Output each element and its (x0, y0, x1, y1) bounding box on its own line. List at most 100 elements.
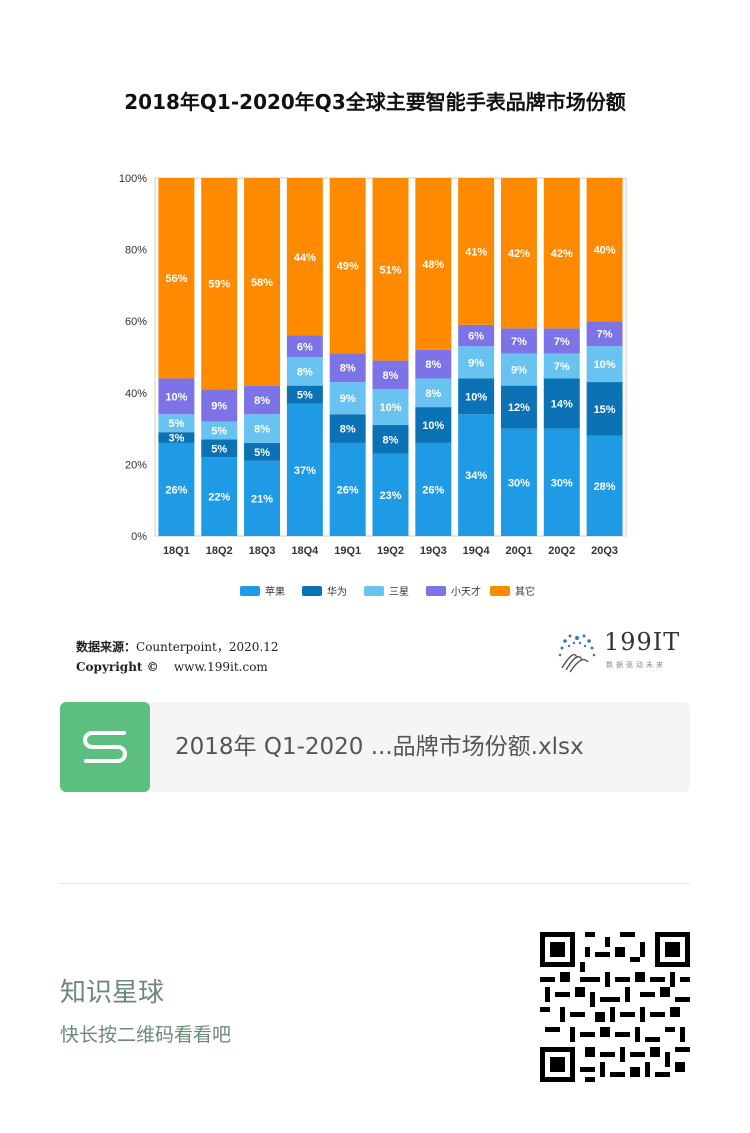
x-category-label: 18Q2 (206, 545, 233, 557)
data-label: 7% (597, 329, 613, 341)
bar-segment (500, 178, 537, 329)
data-label: 5% (211, 425, 227, 437)
bar-segment (458, 378, 495, 415)
data-label: 10% (165, 391, 187, 403)
data-label: 8% (297, 366, 313, 378)
data-label: 51% (379, 264, 401, 276)
spreadsheet-s-icon (60, 702, 150, 792)
data-label: 34% (465, 470, 487, 482)
bar-segment (372, 453, 409, 536)
x-category-label: 18Q1 (163, 545, 190, 557)
data-label: 26% (422, 484, 444, 496)
data-label: 3% (168, 433, 184, 445)
bar-segment (372, 360, 409, 390)
bar-segment (500, 328, 537, 354)
source-text: Counterpoint，2020.12 (136, 640, 279, 654)
data-label: 37% (294, 465, 316, 477)
bar-segment (201, 439, 238, 458)
data-label: 7% (554, 336, 570, 348)
bar-segment (244, 178, 281, 386)
data-label: 58% (251, 277, 273, 289)
bar-segment (500, 353, 537, 386)
legend-swatch (240, 586, 260, 596)
bar-segment (158, 432, 195, 443)
bar-segment (415, 407, 452, 443)
bar-segment (372, 389, 409, 426)
bar-segment (244, 414, 281, 443)
x-category-label: 18Q4 (291, 545, 319, 557)
bar-segment (286, 403, 323, 536)
y-tick-label: 80% (125, 245, 147, 257)
source-site: www.199it.com (173, 660, 268, 674)
bar-segment (500, 428, 537, 536)
bar-segment (286, 335, 323, 357)
bar-segment (458, 414, 495, 536)
data-label: 12% (508, 402, 530, 414)
legend-label: 小天才 (451, 585, 481, 598)
data-label: 6% (468, 331, 484, 343)
data-label: 9% (211, 400, 227, 412)
data-label: 30% (508, 477, 530, 489)
data-label: 8% (254, 424, 270, 436)
bar-segment (158, 378, 195, 415)
file-attachment-card[interactable]: 2018年 Q1-2020 ...品牌市场份额.xlsx (60, 702, 690, 792)
legend-label: 华为 (327, 585, 347, 598)
data-label: 9% (340, 393, 356, 405)
bar-segment (543, 378, 580, 429)
copyright-label: Copyright © (76, 660, 159, 674)
chart-title: 2018年Q1-2020年Q3全球主要智能手表品牌市场份额 (124, 90, 626, 114)
footer-title: 知识星球 (60, 978, 165, 1008)
x-category-label: 20Q3 (591, 545, 618, 557)
data-label: 44% (294, 252, 316, 264)
data-label: 9% (468, 357, 484, 369)
chart-bars: 26% 3% 5% 10% 56% 22% 5% 5% 9% 59% 21% 5% 8% 8% 58% 37%… (158, 178, 623, 536)
bar-segment (329, 382, 366, 415)
data-label: 6% (297, 341, 313, 353)
bar-segment (201, 457, 238, 536)
legend-label: 苹果 (265, 585, 285, 598)
x-category-label: 20Q2 (548, 545, 575, 557)
bar-segment (201, 178, 238, 390)
data-label: 26% (337, 484, 359, 496)
bar-segment (372, 178, 409, 361)
bar-segment (458, 324, 495, 347)
stacked-bar-chart: 26% 3% 5% 10% 56% 22% 5% 5% 9% 59% 21% 5% 8% 8% 58% 37%… (119, 173, 627, 598)
logo-text: 199IT (604, 628, 681, 656)
source-note: 数据来源：Counterpoint，2020.12 Copyright © ww… (76, 637, 278, 677)
logo-199it: 199IT 数据驱动未来 (554, 628, 694, 674)
data-label: 15% (594, 404, 616, 416)
bar-segment (158, 178, 195, 379)
y-tick-label: 60% (125, 316, 147, 328)
legend-label: 其它 (515, 585, 535, 598)
bar-segment (158, 414, 195, 433)
divider (60, 883, 690, 884)
data-label: 41% (465, 246, 487, 258)
data-label: 56% (165, 273, 187, 285)
data-label: 28% (594, 481, 616, 493)
legend-label: 三星 (389, 586, 409, 598)
data-label: 5% (168, 418, 184, 430)
data-label: 8% (425, 359, 441, 371)
bar-segment (415, 442, 452, 536)
data-label: 30% (551, 477, 573, 489)
bar-segment (286, 385, 323, 404)
y-tick-label: 100% (119, 173, 147, 185)
data-label: 7% (511, 336, 527, 348)
bar-segment (329, 442, 366, 536)
bar-segment (201, 421, 238, 440)
qr-code-icon[interactable] (540, 932, 690, 1082)
bar-segment (586, 346, 623, 383)
bar-segment (415, 178, 452, 350)
data-label: 9% (511, 365, 527, 377)
bar-segment (586, 435, 623, 536)
x-category-label: 19Q3 (420, 545, 447, 557)
x-category-label: 19Q1 (334, 545, 361, 557)
data-label: 5% (254, 447, 270, 459)
legend-swatch (490, 586, 510, 596)
file-name: 2018年 Q1-2020 ...品牌市场份额.xlsx (175, 734, 584, 760)
data-label: 10% (379, 402, 401, 414)
legend-swatch (426, 586, 446, 596)
bar-segment (244, 442, 281, 461)
bar-segment (458, 178, 495, 325)
bar-segment (329, 353, 366, 383)
